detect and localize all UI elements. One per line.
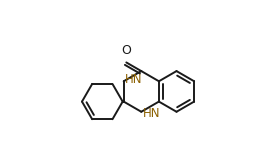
Text: HN: HN	[125, 73, 142, 86]
Text: O: O	[121, 44, 131, 57]
Text: HN: HN	[143, 107, 160, 120]
